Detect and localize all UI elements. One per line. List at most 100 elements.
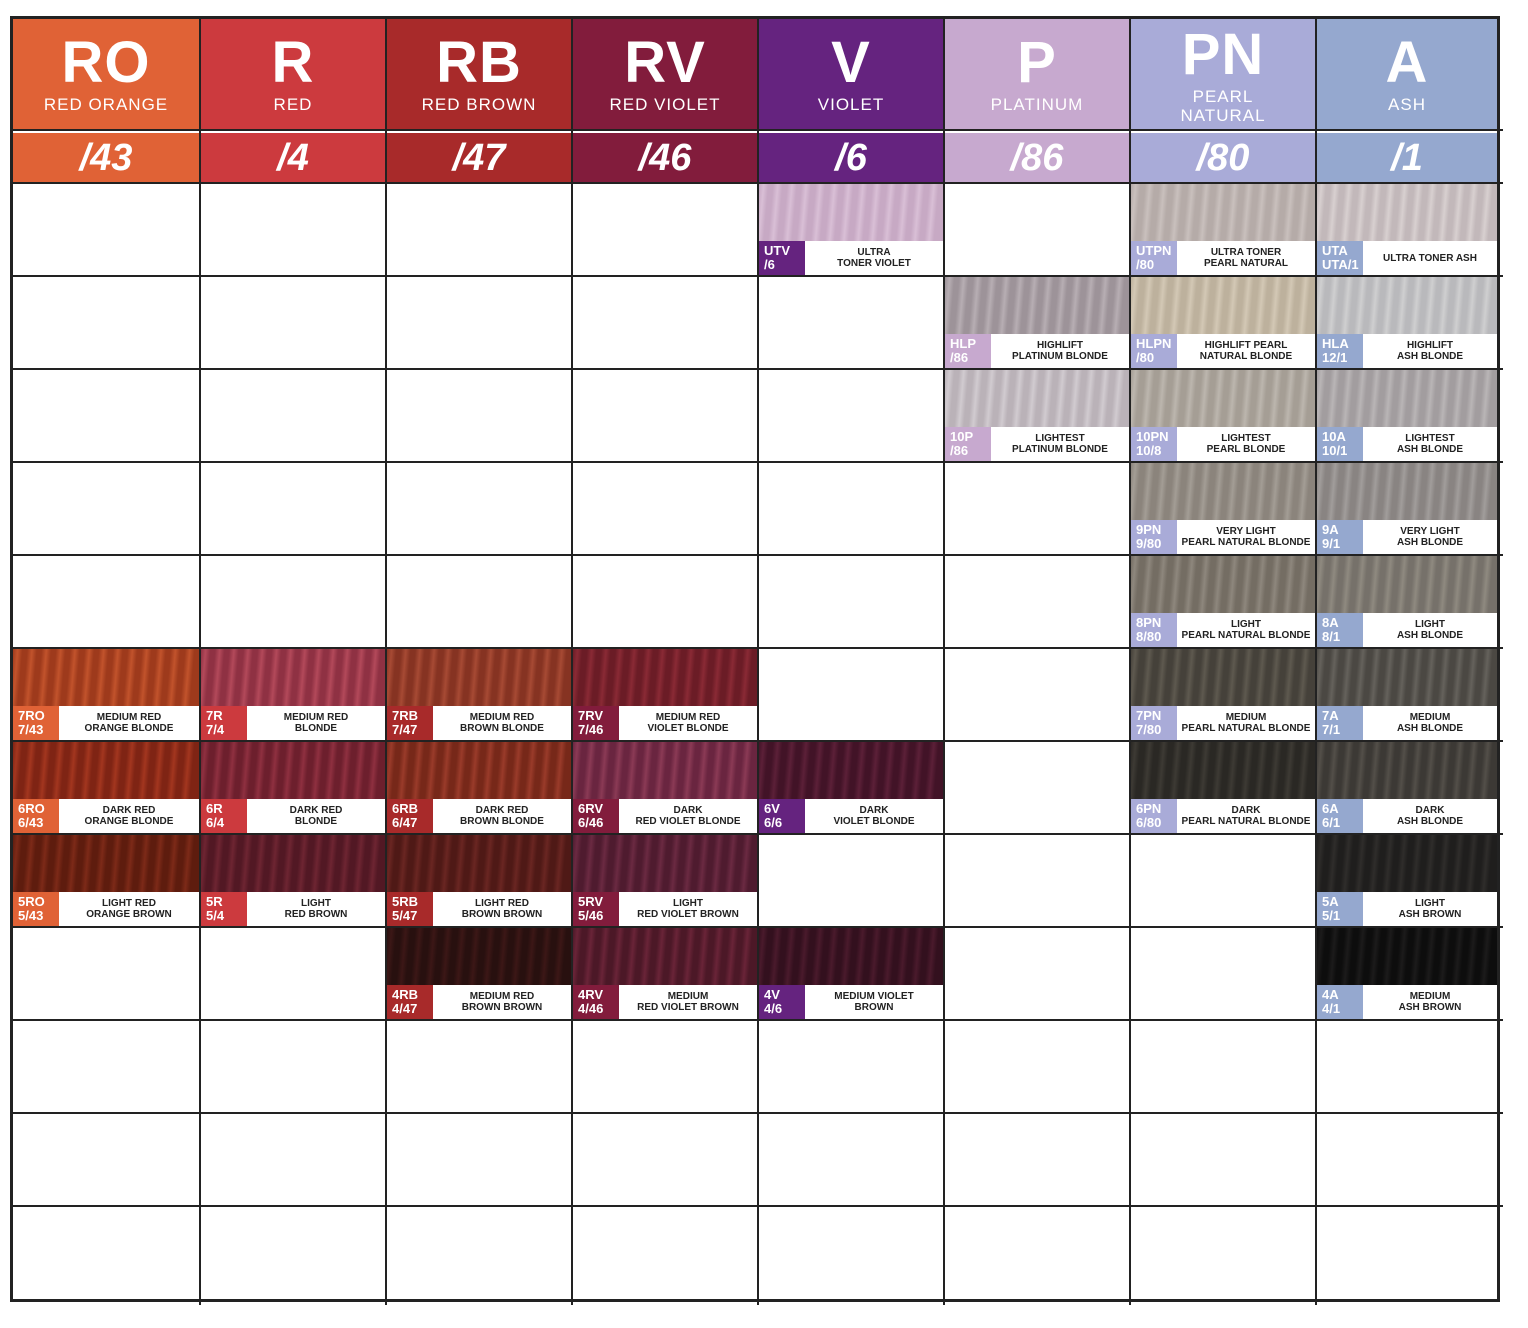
shade-label: 5RB 5/47 LIGHT RED BROWN BROWN [387,892,571,926]
shade-code-primary: 9A [1322,522,1339,537]
hair-sample-image [573,649,757,709]
shade-swatch-5ro[interactable]: 5RO 5/43 LIGHT RED ORANGE BROWN [13,835,199,926]
hair-sample-image [759,928,943,988]
hair-sample-image [1131,277,1315,337]
shade-code: 6R 6/4 [201,799,247,833]
shade-swatch-4a[interactable]: 4A 4/1 MEDIUM ASH BROWN [1317,928,1497,1019]
shade-name: MEDIUM RED BROWN BLONDE [433,706,571,740]
shade-swatch-hlpn[interactable]: HLPN/80 HIGHLIFT PEARL NATURAL BLONDE [1131,277,1315,368]
shade-code-primary: HLP [950,336,976,351]
shade-label: 7PN 7/80 MEDIUM PEARL NATURAL BLONDE [1131,706,1315,740]
shade-code-secondary: 4/47 [392,1001,418,1016]
shade-name-line1: DARK [673,805,703,816]
hair-sample-image [13,742,199,802]
shade-code-secondary: 7/43 [18,722,44,737]
shade-swatch-8pn[interactable]: 8PN 8/80 LIGHT PEARL NATURAL BLONDE [1131,556,1315,647]
shade-code-primary: 7RB [392,708,419,723]
shade-swatch-7pn[interactable]: 7PN 7/80 MEDIUM PEARL NATURAL BLONDE [1131,649,1315,740]
shade-name: HIGHLIFT PEARL NATURAL BLONDE [1177,334,1315,368]
column-name-line: NATURAL [1180,106,1266,125]
shade-swatch-hlp[interactable]: HLP/86 HIGHLIFT PLATINUM BLONDE [945,277,1129,368]
shade-name: DARK ASH BLONDE [1363,799,1497,833]
shade-code: 4V 4/6 [759,985,805,1019]
shade-code-secondary: 5/4 [206,908,225,923]
shade-name-line1: MEDIUM RED [283,712,349,723]
grid-vline [1315,19,1317,1305]
shade-label: 4V 4/6 MEDIUM VIOLET BROWN [759,985,943,1019]
shade-name-line1: LIGHT RED [475,898,529,909]
shade-swatch-6pn[interactable]: 6PN 6/80 DARK PEARL NATURAL BLONDE [1131,742,1315,833]
shade-label: UTA UTA/1 ULTRA TONER ASH [1317,241,1497,275]
shade-swatch-6v[interactable]: 6V 6/6 DARK VIOLET BLONDE [759,742,943,833]
shade-code-secondary: 6/47 [392,815,418,830]
shade-code: 5RO 5/43 [13,892,59,926]
shade-swatch-9a[interactable]: 9A 9/1 VERY LIGHT ASH BLONDE [1317,463,1497,554]
shade-name-line1: DARK RED [289,805,343,816]
shade-code-secondary: 10/8 [1136,443,1162,458]
shade-name-line1: LIGHTEST [1221,433,1271,444]
shade-name-line1: VERY LIGHT [1216,526,1276,537]
shade-name: MEDIUM RED VIOLET BROWN [619,985,757,1019]
shade-code-secondary: 9/1 [1322,536,1341,551]
shade-name-line2: BROWN BROWN [461,909,543,920]
shade-swatch-6ro[interactable]: 6RO 6/43 DARK RED ORANGE BLONDE [13,742,199,833]
shade-code-secondary: 6/4 [206,815,225,830]
shade-swatch-10pn[interactable]: 10PN 10/8 LIGHTEST PEARL BLONDE [1131,370,1315,461]
shade-swatch-utpn[interactable]: UTPN/80 ULTRA TONER PEARL NATURAL [1131,184,1315,275]
shade-code: UTV/6 [759,241,805,275]
shade-swatch-4v[interactable]: 4V 4/6 MEDIUM VIOLET BROWN [759,928,943,1019]
shade-code-primary: 7A [1322,708,1339,723]
shade-name-line1: DARK [859,805,889,816]
shade-swatch-7a[interactable]: 7A 7/1 MEDIUM ASH BLONDE [1317,649,1497,740]
shade-code: 5RV 5/46 [573,892,619,926]
shade-swatch-7r[interactable]: 7R 7/4 MEDIUM RED BLONDE [201,649,385,740]
shade-swatch-4rv[interactable]: 4RV 4/46 MEDIUM RED VIOLET BROWN [573,928,757,1019]
shade-swatch-7ro[interactable]: 7RO 7/43 MEDIUM RED ORANGE BLONDE [13,649,199,740]
shade-swatch-6r[interactable]: 6R 6/4 DARK RED BLONDE [201,742,385,833]
grid-hline [13,368,1503,370]
shade-code-secondary: 7/80 [1136,722,1162,737]
column-tone-ro: /43 [13,133,199,183]
shade-swatch-10a[interactable]: 10A 10/1 LIGHTEST ASH BLONDE [1317,370,1497,461]
shade-code-secondary: 7/1 [1322,722,1341,737]
shade-swatch-utv[interactable]: UTV/6 ULTRA TONER VIOLET [759,184,943,275]
shade-label: 6PN 6/80 DARK PEARL NATURAL BLONDE [1131,799,1315,833]
shade-code: 4RB 4/47 [387,985,433,1019]
shade-swatch-5rb[interactable]: 5RB 5/47 LIGHT RED BROWN BROWN [387,835,571,926]
shade-label: 4RV 4/46 MEDIUM RED VIOLET BROWN [573,985,757,1019]
shade-code: 7RV 7/46 [573,706,619,740]
shade-swatch-7rb[interactable]: 7RB 7/47 MEDIUM RED BROWN BLONDE [387,649,571,740]
grid-hline [13,1112,1503,1114]
shade-swatch-uta[interactable]: UTA UTA/1 ULTRA TONER ASH [1317,184,1497,275]
shade-name-line2: ASH BLONDE [1396,723,1464,734]
shade-code-secondary: 9/80 [1136,536,1162,551]
shade-code-secondary: 5/47 [392,908,418,923]
shade-label: 6RB 6/47 DARK RED BROWN BLONDE [387,799,571,833]
column-tone-a: /1 [1317,133,1497,183]
shade-name: LIGHT PEARL NATURAL BLONDE [1177,613,1315,647]
shade-swatch-5r[interactable]: 5R 5/4 LIGHT RED BROWN [201,835,385,926]
shade-swatch-5rv[interactable]: 5RV 5/46 LIGHT RED VIOLET BROWN [573,835,757,926]
shade-name-line1: MEDIUM [1409,991,1451,1002]
shade-swatch-hla[interactable]: HLA 12/1 HIGHLIFT ASH BLONDE [1317,277,1497,368]
hair-sample-image [1317,835,1497,895]
shade-label: 8A 8/1 LIGHT ASH BLONDE [1317,613,1497,647]
shade-swatch-10p[interactable]: 10P/86 LIGHTEST PLATINUM BLONDE [945,370,1129,461]
shade-swatch-6a[interactable]: 6A 6/1 DARK ASH BLONDE [1317,742,1497,833]
shade-swatch-6rb[interactable]: 6RB 6/47 DARK RED BROWN BLONDE [387,742,571,833]
shade-swatch-5a[interactable]: 5A 5/1 LIGHT ASH BROWN [1317,835,1497,926]
shade-swatch-9pn[interactable]: 9PN 9/80 VERY LIGHT PEARL NATURAL BLONDE [1131,463,1315,554]
shade-code: 6V 6/6 [759,799,805,833]
shade-label: UTV/6 ULTRA TONER VIOLET [759,241,943,275]
shade-code: 8A 8/1 [1317,613,1363,647]
shade-label: 9A 9/1 VERY LIGHT ASH BLONDE [1317,520,1497,554]
shade-name: LIGHTEST PEARL BLONDE [1177,427,1315,461]
shade-name-line1: HIGHLIFT PEARL [1204,340,1288,351]
shade-name-line2: ASH BLONDE [1396,351,1464,362]
shade-swatch-8a[interactable]: 8A 8/1 LIGHT ASH BLONDE [1317,556,1497,647]
shade-swatch-4rb[interactable]: 4RB 4/47 MEDIUM RED BROWN BROWN [387,928,571,1019]
shade-swatch-7rv[interactable]: 7RV 7/46 MEDIUM RED VIOLET BLONDE [573,649,757,740]
shade-name-line2: PLATINUM BLONDE [1012,444,1108,455]
column-header-rv: RV RED VIOLET [573,19,757,129]
shade-swatch-6rv[interactable]: 6RV 6/46 DARK RED VIOLET BLONDE [573,742,757,833]
